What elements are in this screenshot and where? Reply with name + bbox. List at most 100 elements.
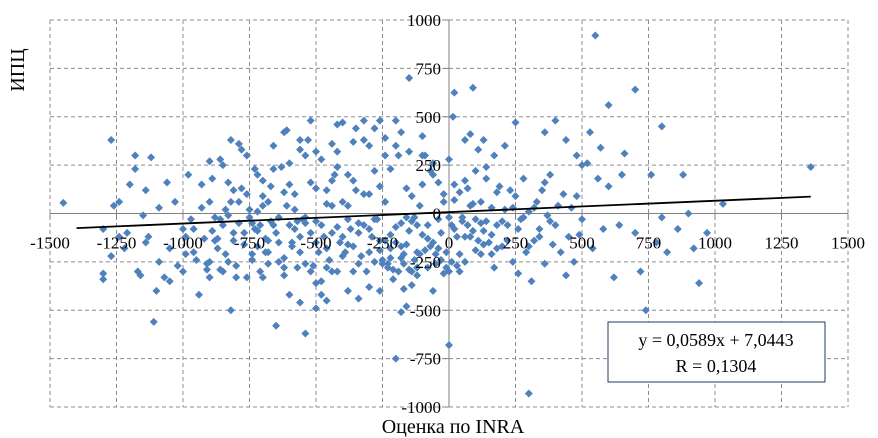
data-point bbox=[399, 284, 408, 293]
data-point bbox=[272, 228, 281, 237]
data-point bbox=[596, 143, 605, 152]
data-point bbox=[242, 190, 251, 199]
data-point bbox=[492, 221, 501, 230]
data-point bbox=[806, 163, 815, 172]
data-point bbox=[684, 209, 693, 218]
data-point bbox=[245, 213, 254, 222]
x-tick-label: 500 bbox=[569, 234, 595, 253]
data-point bbox=[615, 221, 624, 230]
data-point bbox=[447, 257, 456, 266]
data-point bbox=[229, 228, 238, 237]
data-point bbox=[250, 164, 259, 173]
data-point bbox=[413, 263, 422, 272]
data-point bbox=[546, 170, 555, 179]
data-point bbox=[617, 170, 626, 179]
data-point bbox=[554, 201, 563, 210]
data-point bbox=[468, 83, 477, 92]
data-point bbox=[399, 259, 408, 268]
data-point bbox=[335, 238, 344, 247]
data-point bbox=[405, 74, 414, 83]
data-point bbox=[389, 275, 398, 284]
data-point bbox=[139, 211, 148, 220]
data-point bbox=[397, 219, 406, 228]
data-point bbox=[213, 244, 222, 253]
data-point bbox=[253, 170, 262, 179]
data-point bbox=[375, 286, 384, 295]
data-point bbox=[189, 248, 198, 257]
data-point bbox=[290, 190, 299, 199]
data-point bbox=[160, 273, 169, 282]
data-point bbox=[532, 197, 541, 206]
data-point bbox=[452, 261, 461, 270]
data-point bbox=[421, 246, 430, 255]
data-point bbox=[354, 294, 363, 303]
data-point bbox=[551, 221, 560, 230]
data-point bbox=[647, 170, 656, 179]
data-point bbox=[136, 271, 145, 280]
data-point bbox=[474, 145, 483, 154]
data-point bbox=[224, 257, 233, 266]
y-tick-label: -500 bbox=[410, 301, 441, 320]
data-point bbox=[546, 217, 555, 226]
data-point bbox=[631, 228, 640, 237]
data-point bbox=[322, 263, 331, 272]
data-point bbox=[679, 170, 688, 179]
data-point bbox=[290, 224, 299, 233]
data-point bbox=[519, 213, 528, 222]
data-point bbox=[264, 259, 273, 268]
data-point bbox=[115, 232, 124, 241]
data-point bbox=[285, 290, 294, 299]
data-point bbox=[365, 224, 374, 233]
data-point bbox=[402, 302, 411, 311]
data-point bbox=[381, 134, 390, 143]
data-point bbox=[322, 186, 331, 195]
data-point bbox=[272, 321, 281, 330]
y-tick-label: -750 bbox=[410, 350, 441, 369]
data-point bbox=[402, 240, 411, 249]
data-point bbox=[296, 232, 305, 241]
data-point bbox=[604, 101, 613, 110]
data-point bbox=[407, 281, 416, 290]
data-point bbox=[423, 221, 432, 230]
data-point bbox=[306, 116, 315, 125]
data-point bbox=[144, 232, 153, 241]
data-point bbox=[405, 226, 414, 235]
data-point bbox=[439, 190, 448, 199]
data-point bbox=[487, 230, 496, 239]
data-point bbox=[570, 257, 579, 266]
data-point bbox=[415, 201, 424, 210]
data-point bbox=[476, 219, 485, 228]
data-point bbox=[636, 267, 645, 276]
data-point bbox=[256, 221, 265, 230]
data-point bbox=[508, 257, 517, 266]
data-point bbox=[463, 221, 472, 230]
data-point bbox=[593, 174, 602, 183]
data-point bbox=[165, 244, 174, 253]
data-point bbox=[391, 223, 400, 232]
regression-box: y = 0,0589x + 7,0443 R = 0,1304 bbox=[607, 321, 826, 383]
data-point bbox=[490, 151, 499, 160]
data-point bbox=[171, 197, 180, 206]
data-point bbox=[405, 265, 414, 274]
data-point bbox=[149, 317, 158, 326]
data-point bbox=[319, 232, 328, 241]
data-point bbox=[397, 128, 406, 137]
data-point bbox=[296, 135, 305, 144]
data-point bbox=[394, 151, 403, 160]
data-point bbox=[609, 273, 618, 282]
data-point bbox=[407, 217, 416, 226]
data-point bbox=[322, 296, 331, 305]
data-point bbox=[471, 215, 480, 224]
data-point bbox=[229, 236, 238, 245]
data-point bbox=[468, 226, 477, 235]
data-point bbox=[312, 184, 320, 193]
data-point bbox=[527, 277, 536, 286]
trendline bbox=[76, 195, 811, 229]
data-point bbox=[306, 228, 315, 237]
data-point bbox=[460, 232, 469, 241]
data-point bbox=[394, 267, 403, 276]
data-point bbox=[548, 240, 557, 249]
data-point bbox=[327, 228, 336, 237]
data-point bbox=[317, 290, 326, 299]
